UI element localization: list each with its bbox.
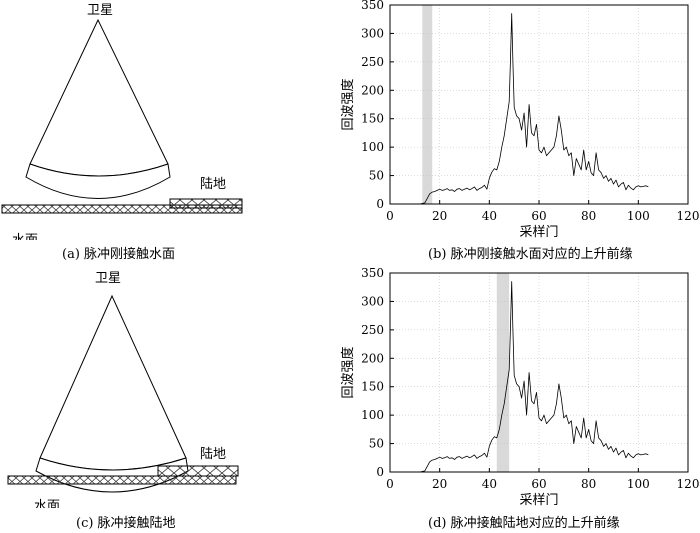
water-strip bbox=[1, 204, 243, 214]
x-tick-label: 40 bbox=[482, 477, 497, 491]
y-tick-label: 100 bbox=[361, 140, 384, 154]
land-label: 陆地 bbox=[200, 446, 226, 462]
y-tick-label: 0 bbox=[376, 197, 384, 211]
diagram-c: 卫星 陆地 水面 bbox=[7, 271, 239, 508]
x-tick-label: 100 bbox=[627, 477, 650, 491]
highlight-band bbox=[496, 273, 510, 472]
chart-d: 0 20 40 60 80 100 120 0 50 100 150 200 250 300 350 采样门 回… bbox=[340, 268, 700, 508]
pulse-cone bbox=[39, 294, 187, 471]
x-tick-label: 20 bbox=[432, 209, 447, 223]
land-block bbox=[169, 198, 243, 209]
x-tick-label: 20 bbox=[432, 477, 447, 491]
y-tick-label: 100 bbox=[361, 408, 384, 422]
caption-b: (b) 脉冲刚接触水面对应的上升前缘 bbox=[428, 247, 633, 262]
series-line bbox=[390, 13, 649, 205]
y-tick-label: 150 bbox=[361, 380, 384, 394]
x-tick-label: 60 bbox=[531, 209, 546, 223]
caption-a: (a) 脉冲刚接触水面 bbox=[62, 247, 176, 262]
x-axis-label: 采样门 bbox=[519, 225, 558, 240]
y-tick-label: 250 bbox=[361, 323, 384, 337]
highlight-band bbox=[422, 5, 433, 204]
y-tick-label: 200 bbox=[361, 83, 384, 97]
chart-b: 0 20 40 60 80 100 120 0 50 100 150 200 250 300 350 采样门 回… bbox=[340, 0, 700, 240]
pulse-cone bbox=[29, 18, 169, 177]
x-tick-label: 0 bbox=[386, 209, 394, 223]
x-tick-label: 60 bbox=[531, 477, 546, 491]
x-tick-label: 120 bbox=[677, 209, 700, 223]
x-tick-label: 80 bbox=[581, 477, 596, 491]
y-tick-label: 150 bbox=[361, 112, 384, 126]
water-label: 水面 bbox=[12, 233, 38, 240]
satellite-label: 卫星 bbox=[87, 3, 113, 18]
x-tick-label: 100 bbox=[627, 209, 650, 223]
land-block bbox=[157, 465, 239, 477]
satellite-label: 卫星 bbox=[95, 271, 121, 286]
caption-d: (d) 脉冲接触陆地对应的上升前缘 bbox=[428, 516, 620, 531]
x-tick-label: 120 bbox=[677, 477, 700, 491]
series-line bbox=[390, 281, 649, 473]
diagram-a: 卫星 陆地 水面 bbox=[1, 3, 243, 240]
water-strip bbox=[7, 475, 237, 485]
y-tick-label: 200 bbox=[361, 351, 384, 365]
y-axis-label: 回波强度 bbox=[340, 346, 356, 398]
caption-c: (c) 脉冲接触陆地 bbox=[76, 516, 176, 531]
land-label: 陆地 bbox=[200, 176, 226, 192]
y-axis-label: 回波强度 bbox=[340, 78, 356, 130]
y-tick-label: 350 bbox=[361, 268, 384, 280]
x-axis-label: 采样门 bbox=[519, 493, 558, 508]
y-tick-label: 350 bbox=[361, 0, 384, 12]
y-tick-label: 250 bbox=[361, 55, 384, 69]
x-tick-label: 0 bbox=[386, 477, 394, 491]
pulse-footprint bbox=[25, 163, 171, 199]
x-tick-label: 40 bbox=[482, 209, 497, 223]
x-tick-label: 80 bbox=[581, 209, 596, 223]
y-tick-label: 300 bbox=[361, 26, 384, 40]
y-tick-label: 0 bbox=[376, 465, 384, 479]
y-tick-label: 50 bbox=[369, 437, 384, 451]
water-label: 水面 bbox=[34, 499, 60, 508]
y-tick-label: 50 bbox=[369, 169, 384, 183]
y-tick-label: 300 bbox=[361, 294, 384, 308]
